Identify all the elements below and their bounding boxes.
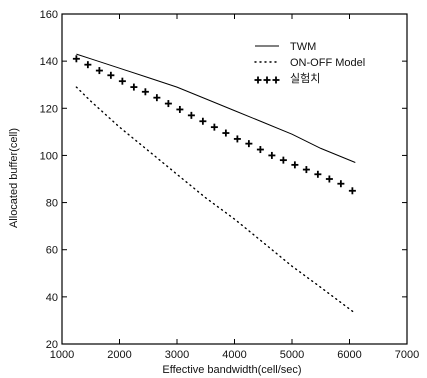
data-point-plus [84,61,92,69]
legend-marker-plus [263,76,271,84]
data-point-plus [210,123,218,131]
data-point-plus [222,129,230,137]
data-point-plus [233,135,241,143]
y-tick-label: 60 [46,245,58,257]
legend: TWM ON-OFF Model 실험치 [254,41,365,85]
data-point-plus [325,175,333,183]
data-point-plus [245,140,253,148]
x-tick-label: 7000 [395,349,419,361]
y-axis-ticks: 20 40 60 80 100 120 140 160 [40,9,407,351]
x-tick-label: 1000 [50,349,74,361]
series-layer [72,53,356,315]
legend-label: ON-OFF Model [290,57,365,69]
y-tick-label: 140 [40,56,58,68]
data-point-plus [176,105,184,113]
legend-item: 실험치 [254,72,320,85]
series-line-onoff [75,86,356,315]
data-point-plus [153,94,161,102]
x-axis-label: Effective bandwidth(cell/sec) [162,364,301,376]
data-point-plus [107,71,115,79]
data-point-plus [141,88,149,96]
series-line-twm [76,53,356,163]
data-point-plus [314,170,322,178]
data-point-plus [337,180,345,188]
legend-item: ON-OFF Model [254,57,365,69]
data-point-plus [164,100,172,108]
plot-area [61,13,408,345]
data-point-plus [72,55,80,63]
legend-label: 실험치 [290,72,320,85]
data-point-plus [130,83,138,91]
y-tick-label: 120 [40,103,58,115]
y-tick-label: 160 [40,9,58,21]
x-tick-label: 6000 [337,349,361,361]
y-axis-label: Allocated buffer(cell) [8,128,20,228]
data-point-plus [199,117,207,125]
data-point-plus [268,151,276,159]
y-tick-label: 40 [46,292,58,304]
series-experimental [72,55,356,195]
data-point-plus [187,111,195,119]
data-point-plus [118,77,126,85]
data-point-plus [279,156,287,164]
x-axis-ticks: 1000 2000 3000 4000 5000 6000 7000 [50,14,419,361]
y-tick-label: 100 [40,150,58,162]
legend-marker-plus [272,76,280,84]
x-tick-label: 5000 [280,349,304,361]
legend-label: TWM [290,41,316,53]
data-point-plus [302,166,310,174]
data-point-plus [95,67,103,75]
y-tick-label: 20 [46,339,58,351]
data-point-plus [256,146,264,154]
data-point-plus [291,161,299,169]
x-tick-label: 3000 [165,349,189,361]
y-tick-label: 80 [46,198,58,210]
data-point-plus [348,187,356,195]
x-tick-label: 4000 [222,349,246,361]
legend-item: TWM [255,41,316,53]
x-tick-label: 2000 [107,349,131,361]
legend-marker-plus [254,76,262,84]
